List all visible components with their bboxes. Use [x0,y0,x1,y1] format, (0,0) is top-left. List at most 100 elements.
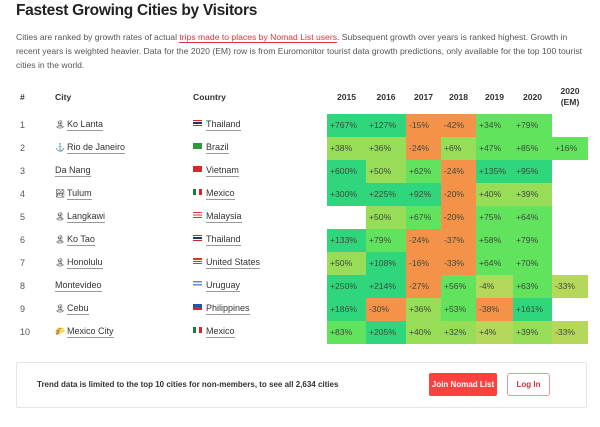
city-name: Rio de Janeiro [67,142,126,154]
city-link[interactable]: 🏝 Langkawi [55,211,106,223]
city-link[interactable]: 🏝 Honolulu [55,257,103,269]
growth-cell: +92% [406,183,441,206]
city-emoji-icon: 🏝 [55,235,66,244]
growth-cell: +205% [366,321,406,344]
growth-cell: +40% [476,183,513,206]
city-link[interactable]: Montevideo [55,280,102,292]
growth-cell: -33% [552,321,588,344]
member-banner: Trend data is limited to the top 10 citi… [16,362,587,408]
country-name: Mexico [206,326,235,338]
growth-cell: +85% [513,137,552,160]
growth-cell: +53% [441,298,476,321]
country-name: Uruguay [206,280,241,292]
table-row: 8 Montevideo Uruguay +250% +214% -27% +56% -4% +… [0,275,600,298]
header-year: 2015 [336,92,357,102]
growth-cell: +79% [513,114,552,137]
country-link[interactable]: Thailand [193,234,241,246]
rank: 8 [20,281,26,291]
growth-cell: +214% [366,275,406,298]
growth-cell: +36% [406,298,441,321]
table-row: 7 🏝 Honolulu United States +50% +108% -16% -33%… [0,252,600,275]
country-name: Malaysia [206,211,242,223]
country-name: Philippines [206,303,250,315]
country-name: Thailand [206,234,241,246]
country-link[interactable]: United States [193,257,261,269]
country-name: Thailand [206,119,241,131]
country-link[interactable]: Thailand [193,119,241,131]
join-button[interactable]: Join Nomad List [429,373,497,396]
rank: 2 [20,143,26,153]
growth-cell: +67% [406,206,441,229]
rank: 4 [20,189,26,199]
country-link[interactable]: Mexico [193,326,235,338]
table-row: 1 🏝 Ko Lanta Thailand +767% +127% -15% -42% +34%… [0,114,600,137]
city-emoji-icon: 🏝 [55,212,66,221]
city-emoji-icon: ⚓ [55,143,65,152]
trips-link[interactable]: trips made to places by Nomad List users [179,32,337,43]
banner-text: Trend data is limited to the top 10 citi… [37,380,339,389]
city-name: Langkawi [67,211,106,223]
growth-cell: +186% [327,298,366,321]
growth-cell: +108% [366,252,406,275]
growth-cell: +4% [476,321,513,344]
growth-cell: +58% [476,229,513,252]
growth-cell: +127% [366,114,406,137]
city-link[interactable]: 🌮 Mexico City [55,326,114,338]
description: Cities are ranked by growth rates of act… [16,32,583,70]
growth-cell: +600% [327,160,366,183]
header-year: 2020 [522,92,543,102]
country-name: Vietnam [206,165,239,177]
growth-cell: +6% [441,137,476,160]
flag-icon [193,166,202,172]
growth-cell: +83% [327,321,366,344]
city-name: Cebu [67,303,89,315]
country-link[interactable]: Malaysia [193,211,242,223]
city-link[interactable]: Da Nang [55,165,91,177]
growth-cell: -42% [441,114,476,137]
growth-cell: -38% [476,298,513,321]
growth-cell: +63% [513,275,552,298]
growth-cell: -33% [441,252,476,275]
country-name: United States [206,257,261,269]
growth-cell: +16% [552,137,588,160]
growth-cell: -30% [366,298,406,321]
header-year: 2017 [413,92,434,102]
growth-cell: +95% [513,160,552,183]
growth-cell: -24% [406,137,441,160]
city-link[interactable]: ⚓ Rio de Janeiro [55,142,126,154]
city-emoji-icon: 🏞 [55,189,66,198]
city-emoji-icon: 🏝 [55,120,66,129]
city-link[interactable]: 🏞 Tulum [55,188,92,200]
growth-cell: +75% [476,206,513,229]
country-link[interactable]: Brazil [193,142,229,154]
city-link[interactable]: 🏝 Cebu [55,303,89,315]
city-name: Tulum [67,188,92,200]
rank: 6 [20,235,26,245]
city-link[interactable]: 🏝 Ko Lanta [55,119,104,131]
growth-cell: +250% [327,275,366,298]
city-link[interactable]: 🏝 Ko Tao [55,234,95,246]
country-name: Mexico [206,188,235,200]
table-row: 10 🌮 Mexico City Mexico +83% +205% +40% +32% +4%… [0,321,600,344]
login-button[interactable]: Log In [507,373,550,396]
table-row: 6 🏝 Ko Tao Thailand +133% +79% -24% -37% +58% +79… [0,229,600,252]
growth-cell: -33% [552,275,588,298]
growth-cell: -37% [441,229,476,252]
growth-cell: +32% [441,321,476,344]
country-link[interactable]: Philippines [193,303,250,315]
header-year: 2020 (EM) [560,86,580,107]
growth-cell: +47% [476,137,513,160]
rank: 7 [20,258,26,268]
country-link[interactable]: Vietnam [193,165,239,177]
growth-cell: +64% [513,206,552,229]
country-link[interactable]: Uruguay [193,280,241,292]
table-row: 9 🏝 Cebu Philippines +186% -30% +36% +53% -38% +1… [0,298,600,321]
growth-cell: +79% [513,229,552,252]
rank: 9 [20,304,26,314]
growth-cell: +50% [366,160,406,183]
growth-cell: -4% [476,275,513,298]
header-year: 2016 [376,92,396,102]
country-link[interactable]: Mexico [193,188,235,200]
growth-cell: +50% [366,206,406,229]
growth-cell: +767% [327,114,366,137]
